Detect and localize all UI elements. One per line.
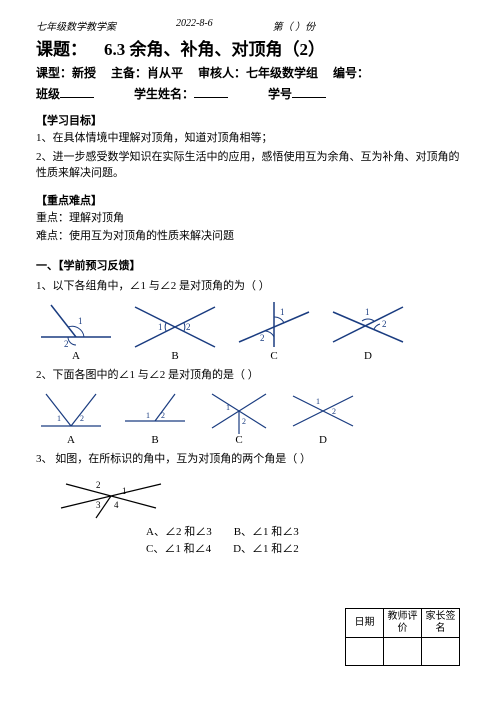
title-prefix: 课题：	[36, 40, 87, 59]
label-a2: A	[36, 434, 106, 446]
svg-text:2: 2	[96, 480, 101, 490]
th-review: 教师评价	[384, 609, 422, 638]
q2-fig-a: 1 2 A	[36, 386, 106, 446]
svg-text:1: 1	[316, 397, 320, 406]
title: 课题： 6.3 余角、补角、对顶角（2）	[36, 35, 470, 60]
id-label: 学号	[268, 87, 292, 101]
reviewer: 审核人：七年级数学组	[198, 66, 318, 80]
key-head: 【重点难点】	[36, 192, 470, 208]
svg-text:2: 2	[80, 414, 84, 423]
optC: C、∠1 和∠4	[146, 543, 211, 555]
q1-fig-c: 1 2 C	[234, 297, 314, 362]
svg-text:2: 2	[161, 411, 165, 420]
fields-row: 班级 学生姓名： 学号	[36, 85, 470, 102]
svg-text:1: 1	[365, 307, 370, 317]
q2-fig-d: 1 2 D	[288, 386, 358, 446]
label-b2: B	[120, 434, 190, 446]
svg-text:2: 2	[382, 319, 387, 329]
label-c: C	[234, 350, 314, 362]
cell-date	[346, 638, 384, 666]
goals-head: 【学习目标】	[36, 112, 470, 128]
svg-text:1: 1	[122, 486, 127, 496]
label-b: B	[130, 350, 220, 362]
svg-text:2: 2	[186, 322, 191, 332]
optB: B、∠1 和∠3	[234, 526, 299, 538]
svg-text:2: 2	[332, 407, 336, 416]
optA: A、∠2 和∠3	[146, 526, 212, 538]
th-parent: 家长签名	[422, 609, 460, 638]
q2: 2、下面各图中的∠1 与∠2 是对顶角的是（ ）	[36, 366, 470, 382]
student-label: 学生姓名：	[134, 87, 194, 101]
goal1: 1、在具体情境中理解对顶角，知道对顶角相等；	[36, 130, 470, 147]
svg-text:1: 1	[158, 322, 163, 332]
svg-text:3: 3	[96, 500, 101, 510]
title-main: 6.3 余角、补角、对顶角（2）	[104, 40, 325, 59]
svg-text:1: 1	[146, 411, 150, 420]
copy-num: 第（ ）份	[273, 18, 316, 33]
q2-fig-c: 1 2 C	[204, 386, 274, 446]
key1: 重点：理解对顶角	[36, 210, 470, 227]
q2-fig-b: 1 2 B	[120, 386, 190, 446]
label-d2: D	[288, 434, 358, 446]
goal2: 2、进一步感受数学知识在实际生活中的应用，感悟使用互为余角、互为补角、对顶角的性…	[36, 149, 470, 182]
q1-fig-b: 1 2 B	[130, 297, 220, 362]
book-name: 七年级数学教学案	[36, 18, 116, 33]
cell-review	[384, 638, 422, 666]
svg-text:1: 1	[280, 307, 285, 317]
meta-row: 课型：新授 主备：肖从平 审核人：七年级数学组 编号：	[36, 64, 470, 81]
svg-text:1: 1	[78, 316, 83, 326]
class-label: 班级	[36, 87, 60, 101]
preview-head: 一、【学前预习反馈】	[36, 257, 470, 273]
label-d: D	[328, 350, 408, 362]
type: 课型：新授	[36, 66, 96, 80]
signature-table: 日期 教师评价 家长签名	[345, 608, 460, 666]
label-c2: C	[204, 434, 274, 446]
svg-text:2: 2	[260, 333, 265, 343]
q1-fig-a: 1 2 A	[36, 297, 116, 362]
q2-figures: 1 2 A 1 2 B 1 2 C	[36, 386, 470, 446]
optD: D、∠1 和∠2	[233, 543, 299, 555]
author: 主备：肖从平	[111, 66, 183, 80]
q1: 1、以下各组角中，∠1 与∠2 是对顶角的为（ ）	[36, 277, 470, 293]
q1-fig-d: 1 2 D	[328, 297, 408, 362]
header-line: 七年级数学教学案 2022-8-6 第（ ）份	[36, 18, 470, 33]
svg-text:4: 4	[114, 500, 119, 510]
svg-text:1: 1	[57, 414, 61, 423]
label-a: A	[36, 350, 116, 362]
q3-options: A、∠2 和∠3 B、∠1 和∠3 C、∠1 和∠4 D、∠1 和∠2	[146, 524, 470, 559]
q1-figures: 1 2 A 1 2 B 1	[36, 297, 470, 362]
date: 2022-8-6	[176, 18, 213, 33]
th-date: 日期	[346, 609, 384, 638]
serial: 编号：	[333, 66, 369, 80]
q3-figure: 2 1 4 3	[56, 466, 470, 524]
svg-text:1: 1	[226, 403, 230, 412]
key2: 难点：使用互为对顶角的性质来解决问题	[36, 228, 470, 245]
svg-text:2: 2	[64, 339, 69, 349]
svg-text:2: 2	[242, 417, 246, 426]
q3: 3、 如图，在所标识的角中，互为对顶角的两个角是（ ）	[36, 450, 470, 466]
cell-parent	[422, 638, 460, 666]
